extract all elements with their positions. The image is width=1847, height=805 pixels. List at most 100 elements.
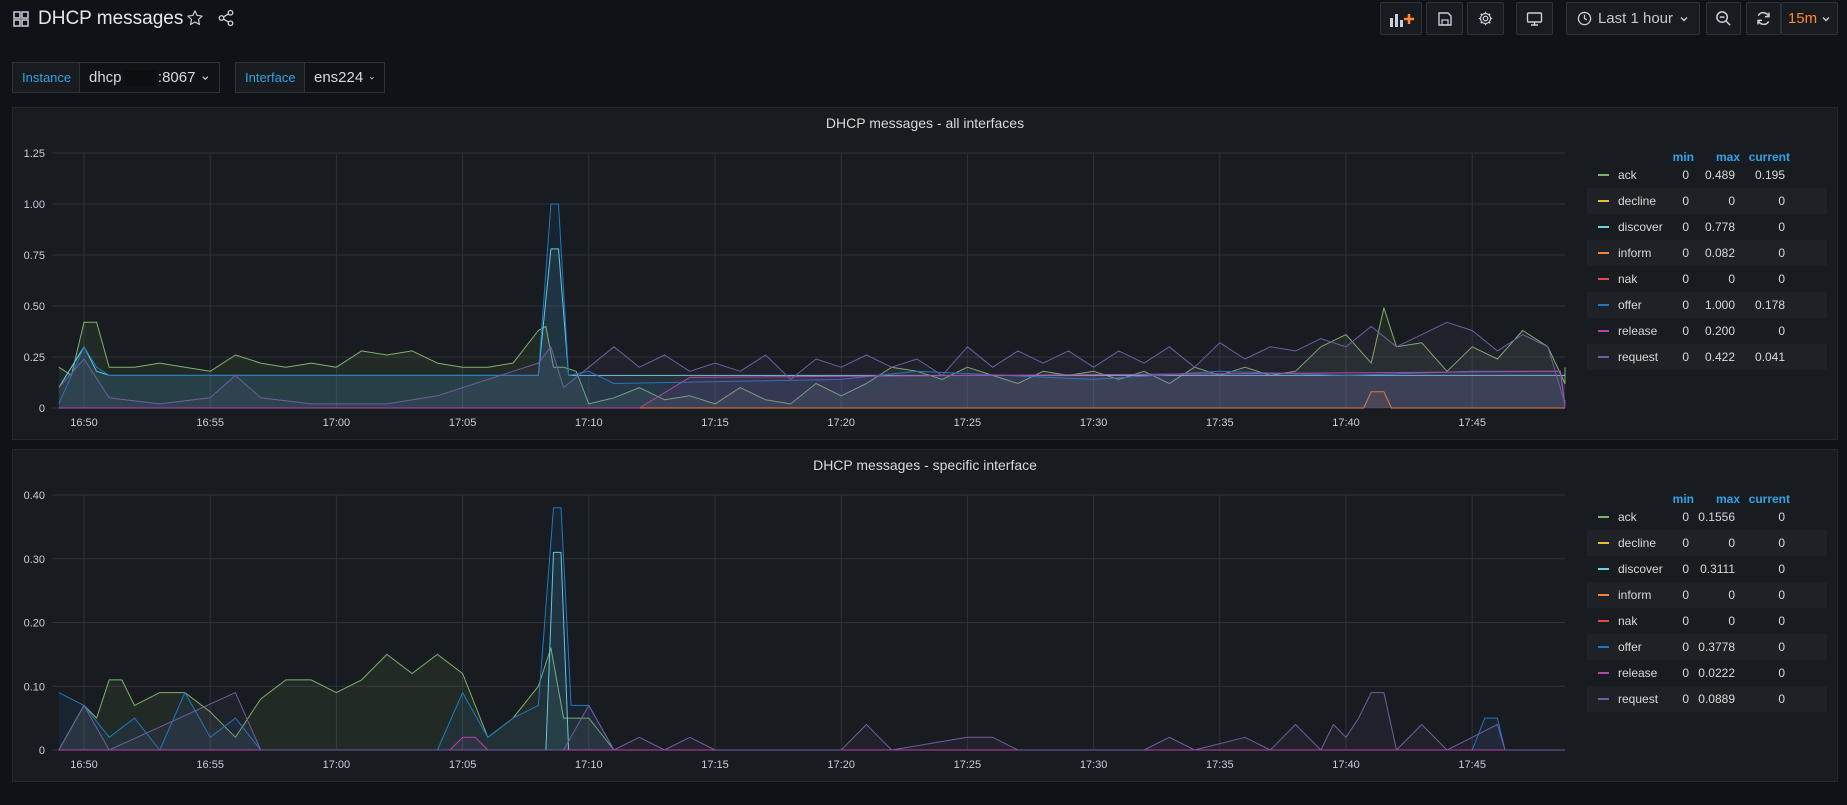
legend-series-name[interactable]: discover: [1618, 562, 1663, 576]
top-navbar: DHCP messages: [0, 0, 1847, 40]
legend-series-name[interactable]: ack: [1618, 510, 1637, 524]
graph-panel-specific-interface[interactable]: DHCP messages - specific interface 0 0.10…: [12, 449, 1838, 782]
legend-item-nak[interactable]: nak 0 0 0: [1587, 266, 1827, 292]
x-tick-label: 16:50: [70, 417, 98, 429]
legend-color-swatch[interactable]: [1598, 568, 1609, 570]
legend-color-swatch[interactable]: [1598, 226, 1609, 228]
legend-value-current: 0.195: [1754, 168, 1785, 182]
series-line-ack[interactable]: [58, 307, 1566, 405]
legend-series-name[interactable]: ack: [1618, 168, 1637, 182]
share-icon[interactable]: [217, 9, 235, 27]
refresh-button[interactable]: [1746, 2, 1781, 35]
legend-color-swatch[interactable]: [1598, 672, 1609, 674]
legend-item-discover[interactable]: discover 0 0.778 0: [1587, 214, 1827, 240]
legend-value-current: 0: [1778, 692, 1785, 706]
legend-color-swatch[interactable]: [1598, 594, 1609, 596]
legend-series-name[interactable]: request: [1618, 692, 1659, 706]
view-mode-button[interactable]: [1516, 2, 1553, 35]
zoom-out-button[interactable]: [1706, 2, 1741, 35]
clock-icon: [1577, 11, 1592, 26]
variable-select-instance[interactable]: dhcp :8067: [79, 62, 220, 93]
legend-series-name[interactable]: release: [1618, 666, 1658, 680]
legend-item-offer[interactable]: offer 0 1.000 0.178: [1587, 292, 1827, 318]
legend-value-current: 0.178: [1754, 298, 1785, 312]
series-line-request[interactable]: [58, 692, 1565, 751]
legend-series-name[interactable]: decline: [1618, 536, 1657, 550]
save-dashboard-button[interactable]: [1426, 2, 1463, 35]
legend-item-request[interactable]: request 0 0.0889 0: [1587, 686, 1827, 712]
chevron-down-icon: [370, 76, 375, 79]
legend-color-swatch[interactable]: [1598, 174, 1609, 176]
refresh-interval-picker[interactable]: 15m: [1781, 2, 1838, 35]
legend-series-name[interactable]: release: [1618, 324, 1658, 338]
graph-panel-all-interfaces[interactable]: DHCP messages - all interfaces 0 0.25 0.50…: [12, 107, 1838, 440]
legend-color-swatch[interactable]: [1598, 200, 1609, 202]
legend-series-name[interactable]: nak: [1618, 272, 1638, 286]
legend-color-swatch[interactable]: [1598, 330, 1609, 332]
legend-color-swatch[interactable]: [1598, 252, 1609, 254]
series-line-request[interactable]: [58, 321, 1566, 405]
legend-series-name[interactable]: nak: [1618, 614, 1638, 628]
star-icon[interactable]: [186, 9, 204, 27]
legend-item-decline[interactable]: decline 0 0 0: [1587, 530, 1827, 556]
legend-series-name[interactable]: decline: [1618, 194, 1657, 208]
legend-series-name[interactable]: discover: [1618, 220, 1663, 234]
legend-series-name[interactable]: inform: [1618, 246, 1652, 260]
legend-header-max[interactable]: max: [1715, 492, 1740, 506]
legend-header-min[interactable]: min: [1672, 150, 1694, 164]
legend-item-release[interactable]: release 0 0.0222 0: [1587, 660, 1827, 686]
legend-series-name[interactable]: offer: [1618, 640, 1642, 654]
legend-color-swatch[interactable]: [1598, 304, 1609, 306]
panel-title[interactable]: DHCP messages - specific interface: [813, 457, 1037, 473]
legend-series-name[interactable]: inform: [1618, 588, 1652, 602]
legend-item-inform[interactable]: inform 0 0 0: [1587, 582, 1827, 608]
legend-item-offer[interactable]: offer 0 0.3778 0: [1587, 634, 1827, 660]
legend-color-swatch[interactable]: [1598, 620, 1609, 622]
time-range-picker[interactable]: Last 1 hour: [1566, 2, 1700, 35]
refresh-icon: [1757, 11, 1770, 26]
series-line-release[interactable]: [58, 370, 1566, 409]
legend-color-swatch[interactable]: [1598, 356, 1609, 358]
legend-color-swatch[interactable]: [1598, 698, 1609, 700]
legend-value-min: 0: [1682, 666, 1689, 680]
x-tick-label: 17:05: [449, 759, 477, 771]
legend-item-decline[interactable]: decline 0 0 0: [1587, 188, 1827, 214]
legend-value-max: 0.082: [1704, 246, 1735, 260]
dashboard-title[interactable]: DHCP messages: [38, 8, 184, 29]
x-tick-label: 17:45: [1458, 759, 1486, 771]
legend-value-min: 0: [1682, 168, 1689, 182]
legend-color-swatch[interactable]: [1598, 646, 1609, 648]
legend-color-swatch[interactable]: [1598, 278, 1609, 280]
legend-color-swatch[interactable]: [1598, 516, 1609, 518]
legend-series-name[interactable]: request: [1618, 350, 1659, 364]
x-tick-label: 17:40: [1332, 417, 1360, 429]
legend-item-release[interactable]: release 0 0.200 0: [1587, 318, 1827, 344]
chart-plot[interactable]: 0 0.25 0.50 0.75 1.00 1.25 16:50 16:55 17:00 17:0…: [13, 108, 1593, 441]
dashboard-grid-icon[interactable]: [13, 11, 29, 27]
legend-series-name[interactable]: offer: [1618, 298, 1642, 312]
chart-plot[interactable]: 0 0.10 0.20 0.30 0.40 16:50 16:55 17:00 17:05 17:…: [13, 450, 1593, 783]
add-panel-button[interactable]: [1380, 2, 1422, 35]
legend-item-ack[interactable]: ack 0 0.489 0.195: [1587, 162, 1827, 188]
legend-header-max[interactable]: max: [1715, 150, 1740, 164]
legend-header-current[interactable]: current: [1748, 150, 1790, 164]
legend-item-request[interactable]: request 0 0.422 0.041: [1587, 344, 1827, 370]
legend-value-max: 0: [1728, 588, 1735, 602]
legend-value-max: 0.0889: [1698, 692, 1735, 706]
variable-select-interface[interactable]: ens224: [304, 62, 385, 93]
series-line-offer[interactable]: [58, 203, 1566, 407]
legend-item-inform[interactable]: inform 0 0.082 0: [1587, 240, 1827, 266]
legend-header-min[interactable]: min: [1672, 492, 1694, 506]
legend-color-swatch[interactable]: [1598, 542, 1609, 544]
legend-item-nak[interactable]: nak 0 0 0: [1587, 608, 1827, 634]
x-tick-label: 17:25: [954, 417, 982, 429]
series-line-inform[interactable]: [58, 391, 1565, 409]
settings-button[interactable]: [1467, 2, 1504, 35]
x-tick-label: 16:55: [196, 417, 224, 429]
series-line-ack[interactable]: [58, 647, 1565, 751]
panel-title[interactable]: DHCP messages - all interfaces: [825, 115, 1025, 131]
legend-item-discover[interactable]: discover 0 0.3111 0: [1587, 556, 1827, 582]
legend-header-current[interactable]: current: [1748, 492, 1790, 506]
chevron-down-icon: [202, 75, 209, 80]
legend-item-ack[interactable]: ack 0 0.1556 0: [1587, 504, 1827, 530]
